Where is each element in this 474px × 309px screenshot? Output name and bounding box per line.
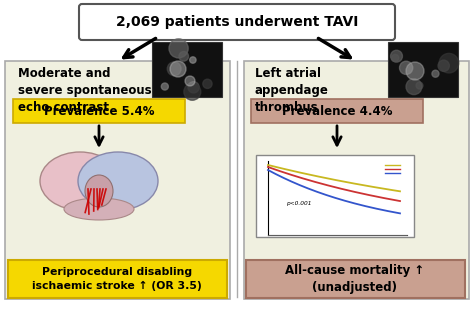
FancyBboxPatch shape [388,42,458,97]
Text: 2,069 patients underwent TAVI: 2,069 patients underwent TAVI [116,15,358,29]
Ellipse shape [78,152,158,210]
Circle shape [179,52,189,61]
FancyBboxPatch shape [152,42,222,97]
Circle shape [184,83,201,100]
Circle shape [185,76,195,86]
FancyBboxPatch shape [246,260,465,298]
Circle shape [188,82,199,93]
FancyBboxPatch shape [244,61,469,299]
Circle shape [169,39,188,58]
FancyBboxPatch shape [13,99,185,123]
Circle shape [406,79,422,95]
Text: p<0.001: p<0.001 [286,201,311,206]
Text: Moderate and
severe spontaneous
echo contrast: Moderate and severe spontaneous echo con… [18,67,152,114]
Text: Prevalence 4.4%: Prevalence 4.4% [282,104,392,117]
Circle shape [438,60,449,71]
Circle shape [190,57,196,63]
Text: Prevalence 5.4%: Prevalence 5.4% [44,104,154,117]
Ellipse shape [85,175,113,207]
FancyBboxPatch shape [79,4,395,40]
FancyBboxPatch shape [8,260,227,298]
Circle shape [391,50,402,62]
Circle shape [203,79,212,88]
Circle shape [406,62,424,80]
Text: All-cause mortality ↑
(unadjusted): All-cause mortality ↑ (unadjusted) [285,264,425,294]
FancyBboxPatch shape [5,61,230,299]
Ellipse shape [64,198,134,220]
Circle shape [400,61,413,74]
Circle shape [416,82,423,89]
Circle shape [392,54,399,61]
Circle shape [432,70,439,77]
FancyBboxPatch shape [256,155,414,237]
FancyBboxPatch shape [251,99,423,123]
Text: Left atrial
appendage
thrombus: Left atrial appendage thrombus [255,67,329,114]
Text: Periprocedural disabling
ischaemic stroke ↑ (OR 3.5): Periprocedural disabling ischaemic strok… [32,267,202,291]
Circle shape [170,61,186,77]
Circle shape [167,62,181,76]
Circle shape [439,53,459,73]
Ellipse shape [40,152,120,210]
Circle shape [161,83,168,90]
